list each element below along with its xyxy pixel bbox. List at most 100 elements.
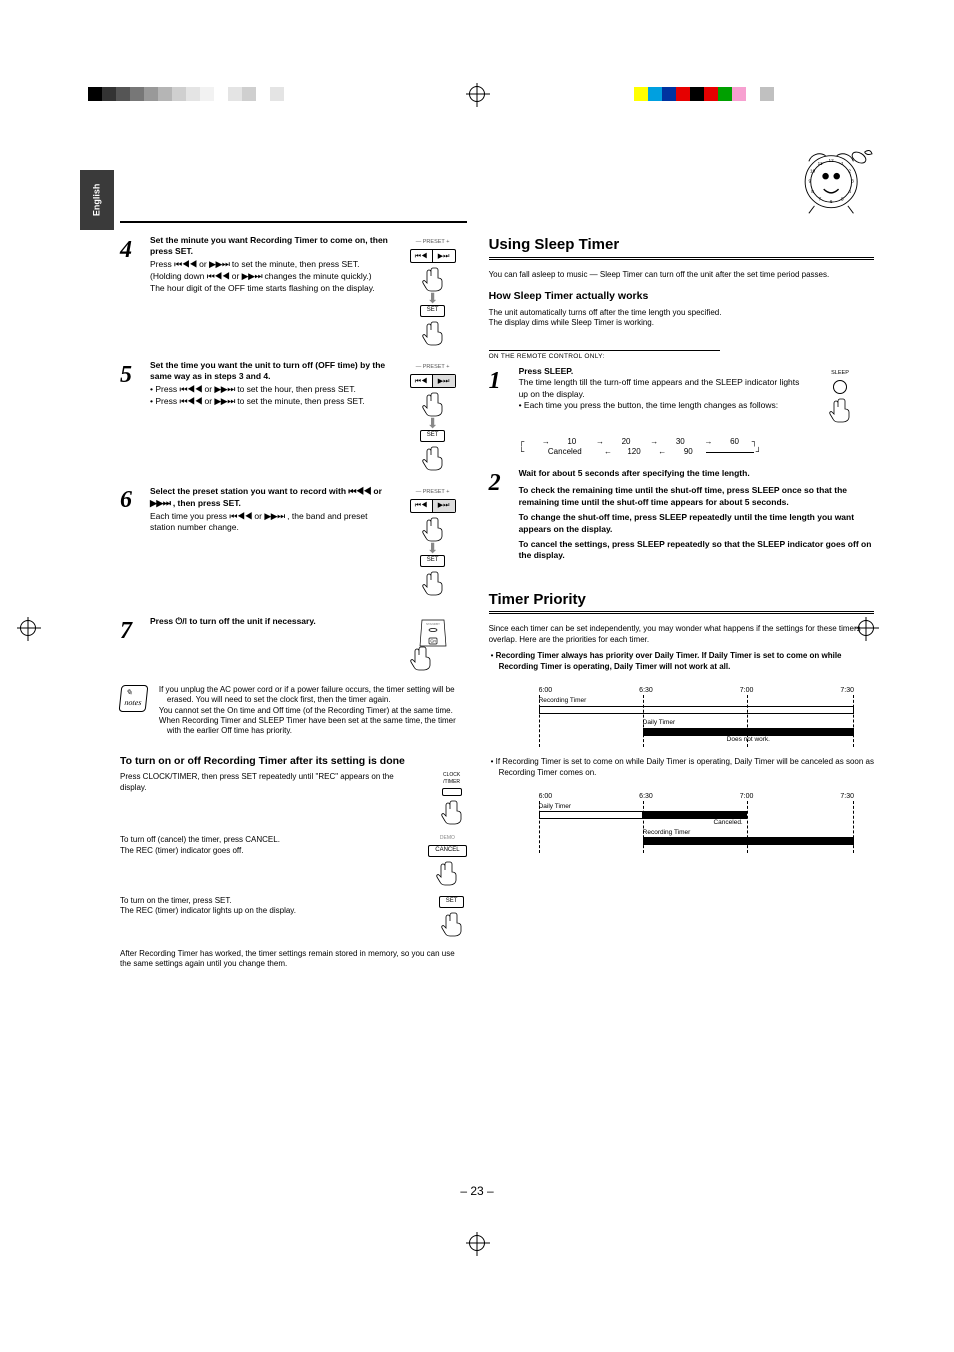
next-icon: ▶▶⏭	[214, 384, 234, 394]
svg-text:⏻/ǀ: ⏻/ǀ	[430, 638, 435, 643]
sleep-step-1-body: The time length till the turn-off time a…	[519, 377, 800, 410]
step-7-number: 7	[120, 616, 144, 647]
svg-text:9: 9	[808, 179, 811, 184]
heading-sleep-timer: Using Sleep Timer	[489, 235, 874, 255]
left-column: 4 Set the minute you want Recording Time…	[80, 145, 467, 1222]
svg-text:11: 11	[818, 161, 823, 166]
next-icon: ▶▶⏭	[264, 511, 284, 521]
right-column: 1212 345 678 91011 Using Sleep Timer You…	[489, 145, 874, 1222]
clock-timer-button-graphic: CLOCK /TIMER	[437, 772, 467, 825]
subhead-how-works: How Sleep Timer actually works	[489, 290, 874, 304]
standby-button-graphic: STANDBY ⏻/ǀ	[410, 616, 456, 671]
hand-press-icon	[418, 445, 448, 471]
svg-text:10: 10	[810, 168, 816, 173]
note-item: If you unplug the AC power cord or if a …	[157, 685, 467, 706]
svg-text:STANDBY: STANDBY	[426, 622, 440, 626]
preset-twin-button-icon: ⏮◀▶⏭	[410, 249, 456, 263]
step-4-title: Set the minute you want Recording Timer …	[150, 235, 388, 256]
step-4-trailer: The hour digit of the OFF time starts fl…	[150, 283, 375, 293]
sleep-works: The unit automatically turns off after t…	[489, 308, 874, 329]
prev-icon: ⏮◀◀	[179, 384, 202, 394]
sleep-button-graphic: SLEEP	[825, 370, 855, 423]
hand-press-icon	[825, 397, 855, 423]
prev-icon: ⏮◀◀	[229, 511, 252, 521]
preset-twin-button-icon: ⏮◀▶⏭	[410, 499, 456, 513]
svg-text:8: 8	[811, 189, 814, 194]
timeline-2: 6:00 6:30 7:00 7:30 Daily Timer Canceled…	[489, 786, 874, 853]
next-icon: ▶▶⏭	[150, 498, 170, 508]
sleep-bullet: To cancel the settings, press SLEEP repe…	[519, 539, 874, 562]
para-set: To turn on the timer, press SET. The REC…	[120, 896, 421, 917]
svg-text:12: 12	[829, 158, 835, 163]
page-number: – 23 –	[460, 1184, 493, 1200]
heading-underline	[489, 611, 874, 614]
step-6-number: 6	[120, 485, 144, 516]
preset-twin-button-icon: ⏮◀▶⏭	[410, 374, 456, 388]
step-5-number: 5	[120, 360, 144, 391]
preset-buttons-graphic: — PRESET + ⏮◀▶⏭ ⬇ SET	[410, 489, 456, 596]
svg-text:6: 6	[830, 199, 833, 204]
timeline-rec-label: Recording Timer	[539, 697, 854, 705]
sleep-step-2: 2 Wait for about 5 seconds after specify…	[489, 468, 874, 562]
prev-icon: ⏮◀◀	[348, 486, 371, 496]
timeline-1: 6:00 6:30 7:00 7:30 Recording Timer Dail…	[489, 680, 874, 747]
arrow-down-icon: ⬇	[427, 420, 439, 427]
next-icon: ▶▶⏭	[214, 396, 234, 406]
set-button-graphic: SET	[437, 896, 467, 937]
step-4-number: 4	[120, 235, 144, 266]
sleep-time-chain: ┌ →10 →20 →30 →60 ┐ └ Canceled ←120 ←90 …	[489, 437, 874, 458]
sleep-bullet: To change the shut-off time, press SLEEP…	[519, 512, 874, 535]
note-item: You cannot set the On time and Off time …	[157, 706, 467, 716]
arrow-down-icon: ⬇	[427, 545, 439, 552]
sleep-step-1-title: Press SLEEP.	[519, 366, 574, 376]
clock-timer-button-icon	[442, 788, 462, 796]
power-icon: ⏻/ǀ	[176, 616, 187, 626]
hand-press-icon	[418, 391, 448, 417]
registration-mark-bottom	[469, 1235, 485, 1251]
prev-icon: ⏮◀◀	[207, 271, 230, 281]
subhead-toggle-timer: To turn on or off Recording Timer after …	[120, 755, 467, 769]
set-button-icon: SET	[420, 430, 446, 442]
para-cancel: To turn off (cancel) the timer, press CA…	[120, 835, 412, 856]
step-5-title: Set the time you want the unit to turn o…	[150, 360, 385, 381]
heading-underline	[489, 257, 874, 260]
sleep-step-1: 1 Press SLEEP. The time length till the …	[489, 366, 874, 423]
sleep-step-2-number: 2	[489, 468, 513, 499]
set-button-icon: SET	[420, 555, 446, 567]
step-6: 6 Select the preset station you want to …	[120, 485, 467, 596]
step-5: 5 Set the time you want the unit to turn…	[120, 360, 467, 471]
tp-bullet: • Recording Timer always has priority ov…	[489, 651, 874, 672]
svg-text:5: 5	[841, 196, 844, 201]
notes-icon: ✎notes	[119, 685, 149, 712]
svg-text:7: 7	[819, 196, 822, 201]
hand-press-icon	[406, 645, 436, 671]
hand-press-icon	[418, 320, 448, 346]
timeline-note: Does not work.	[643, 736, 854, 744]
sleep-bullet: To check the remaining time until the sh…	[519, 485, 874, 508]
hand-press-icon	[437, 799, 467, 825]
svg-text:1: 1	[841, 161, 844, 166]
remote-only-label: ON THE REMOTE CONTROL ONLY:	[489, 353, 874, 361]
sleep-step-1-number: 1	[489, 366, 513, 397]
registration-mark-top	[469, 86, 485, 102]
colorbar-right	[634, 87, 774, 101]
sleep-button-icon	[833, 380, 847, 394]
tp-intro: Since each timer can be set independentl…	[489, 624, 874, 645]
hand-press-icon	[418, 516, 448, 542]
prev-icon: ⏮◀◀	[179, 396, 202, 406]
para-after-works: After Recording Timer has worked, the ti…	[120, 949, 467, 970]
svg-text:4: 4	[848, 189, 851, 194]
timeline-rec-label: Recording Timer	[643, 829, 854, 837]
hand-press-icon	[418, 266, 448, 292]
next-icon: ▶▶⏭	[209, 259, 229, 269]
set-button-icon: SET	[439, 896, 465, 908]
step-6-title: Select the preset station you want to re…	[150, 486, 348, 496]
step-7: 7 Press ⏻/ǀ to turn off the unit if nece…	[120, 616, 467, 671]
sleep-intro: You can fall asleep to music — Sleep Tim…	[489, 270, 874, 280]
hand-press-icon	[437, 911, 467, 937]
timeline-daily-label: Daily Timer	[643, 719, 854, 727]
svg-text:2: 2	[848, 168, 851, 173]
tp-bullet-2: • If Recording Timer is set to come on w…	[489, 757, 874, 778]
prev-icon: ⏮◀◀	[174, 259, 197, 269]
step-4: 4 Set the minute you want Recording Time…	[120, 235, 467, 346]
